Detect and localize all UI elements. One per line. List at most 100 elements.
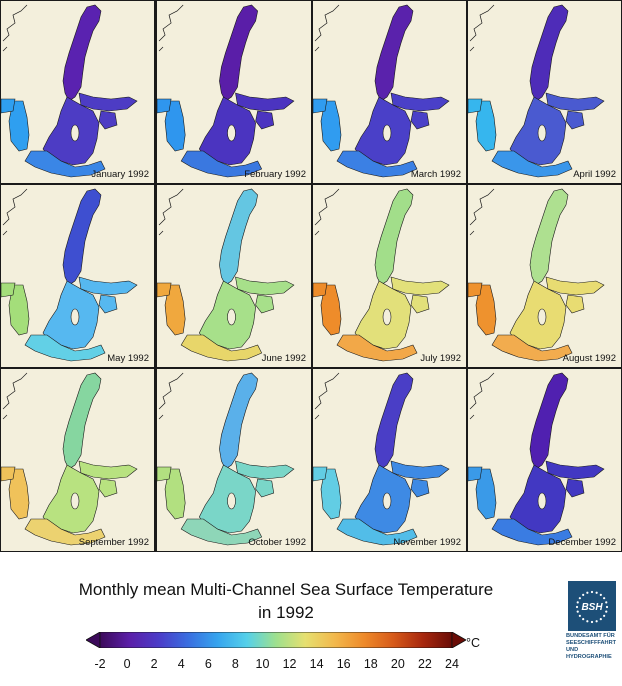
gotland-island — [70, 492, 80, 510]
skagerrak-region — [1, 98, 16, 114]
skagerrak-region — [157, 98, 172, 114]
map-panel: August 1992 — [468, 185, 621, 367]
kattegat-region — [164, 468, 186, 520]
baltic-sea-map — [468, 4, 605, 178]
skagerrak-region — [468, 282, 483, 298]
logo-ring-dot — [578, 597, 581, 600]
panel-month-label: September 1992 — [78, 537, 149, 548]
colorbar-tick-label: 24 — [445, 657, 459, 671]
southern-baltic-region — [336, 518, 418, 546]
gulf-of-riga-region — [410, 110, 430, 130]
colorbar-tick-label: 20 — [390, 657, 405, 671]
bsh-logo-mark-icon: BSH — [575, 590, 609, 624]
baltic-sea-map — [1, 4, 138, 178]
gotland-island — [537, 308, 547, 326]
skagerrak-region — [313, 282, 328, 298]
gulf-of-finland-region — [390, 92, 450, 112]
gulf-of-finland-region — [390, 460, 450, 480]
kattegat-region — [8, 468, 30, 520]
map-panel: October 1992 — [157, 369, 311, 551]
colorbar-tick-label: 2 — [150, 657, 158, 671]
logo-ring-dot — [576, 601, 579, 604]
panel-month-label: May 1992 — [107, 353, 149, 364]
kattegat-region — [320, 468, 342, 520]
baltic-sea-map — [313, 372, 450, 546]
gulf-of-finland-region — [78, 276, 138, 296]
colorbar — [86, 632, 466, 648]
logo-ring-dot — [599, 593, 602, 596]
southern-baltic-region — [491, 150, 573, 178]
logo-ring-dot — [586, 620, 589, 623]
baltic-sea-map — [313, 4, 450, 178]
gulf-of-riga-region — [565, 478, 585, 498]
logo-line: HYDROGRAPHIE — [566, 654, 612, 660]
gulf-of-bothnia-region — [62, 372, 102, 470]
colorbar-tick-label: 16 — [336, 657, 351, 671]
panel-month-label: January 1992 — [91, 169, 149, 180]
kattegat-region — [320, 100, 342, 152]
bsh-logo: BSH — [568, 581, 616, 631]
skagerrak-region — [468, 98, 483, 114]
figure-title: Monthly mean Multi-Channel Sea Surface T… — [78, 580, 494, 599]
colorbar-min-arrow — [86, 632, 101, 648]
baltic-sea-map — [157, 188, 295, 362]
gulf-of-riga-region — [98, 478, 118, 498]
gulf-of-finland-region — [78, 92, 138, 112]
panel-month-label: April 1992 — [573, 169, 616, 180]
map-panel: November 1992 — [313, 369, 466, 551]
southern-baltic-region — [336, 334, 418, 362]
gotland-island — [70, 308, 80, 326]
panel-month-label: August 1992 — [562, 353, 616, 364]
gulf-of-finland-region — [390, 276, 450, 296]
gulf-of-finland-region — [545, 276, 605, 296]
gulf-of-riga-region — [565, 110, 585, 130]
norway-coastline — [314, 4, 340, 52]
panel-month-label: June 1992 — [261, 353, 306, 364]
logo-ring-dot — [576, 610, 579, 613]
gulf-of-finland-region — [78, 460, 138, 480]
colorbar-tick-label: 12 — [282, 657, 297, 671]
colorbar-tick-label: 6 — [204, 657, 212, 671]
map-panel: July 1992 — [313, 185, 466, 367]
colorbar-tick-label: 18 — [363, 657, 378, 671]
panel-month-label: February 1992 — [244, 169, 306, 180]
gulf-of-bothnia-region — [62, 4, 102, 102]
logo-line: BUNDESAMT FÜR — [566, 633, 615, 639]
map-panel: February 1992 — [157, 1, 311, 183]
skagerrak-region — [468, 466, 483, 482]
skagerrak-region — [313, 98, 328, 114]
colorbar-tick-label: 8 — [231, 657, 239, 671]
gotland-island — [382, 124, 392, 142]
kattegat-region — [475, 468, 497, 520]
norway-coastline — [314, 372, 340, 420]
colorbar-tick-label: -2 — [94, 657, 106, 671]
gotland-island — [227, 308, 236, 326]
logo-ring-dot — [595, 620, 598, 623]
southern-baltic-region — [24, 334, 106, 362]
logo-ring-dot — [586, 591, 589, 594]
gulf-of-bothnia-region — [219, 372, 258, 470]
norway-coastline — [314, 188, 340, 236]
gulf-of-finland-region — [235, 92, 295, 112]
gotland-island — [227, 492, 236, 510]
baltic-sea-map — [468, 372, 605, 546]
southern-baltic-region — [491, 334, 573, 362]
southern-baltic-region — [336, 150, 418, 178]
gulf-of-riga-region — [255, 110, 275, 130]
gulf-of-bothnia-region — [219, 4, 258, 102]
baltic-sea-map — [1, 372, 138, 546]
gulf-of-riga-region — [98, 294, 118, 314]
norway-coastline — [469, 4, 495, 52]
gulf-of-bothnia-region — [529, 4, 569, 102]
gulf-of-finland-region — [235, 276, 295, 296]
gulf-of-riga-region — [98, 110, 118, 130]
gulf-of-finland-region — [545, 460, 605, 480]
sst-map-grid: January 1992 February 1992 March 1992 April… — [0, 0, 622, 552]
southern-baltic-region — [180, 518, 263, 546]
colorbar-unit: °C — [466, 636, 481, 650]
logo-ring-dot — [582, 593, 585, 596]
logo-ring-dot — [590, 620, 594, 624]
baltic-sea-map — [157, 4, 295, 178]
norway-coastline — [158, 188, 184, 236]
norway-coastline — [158, 4, 184, 52]
